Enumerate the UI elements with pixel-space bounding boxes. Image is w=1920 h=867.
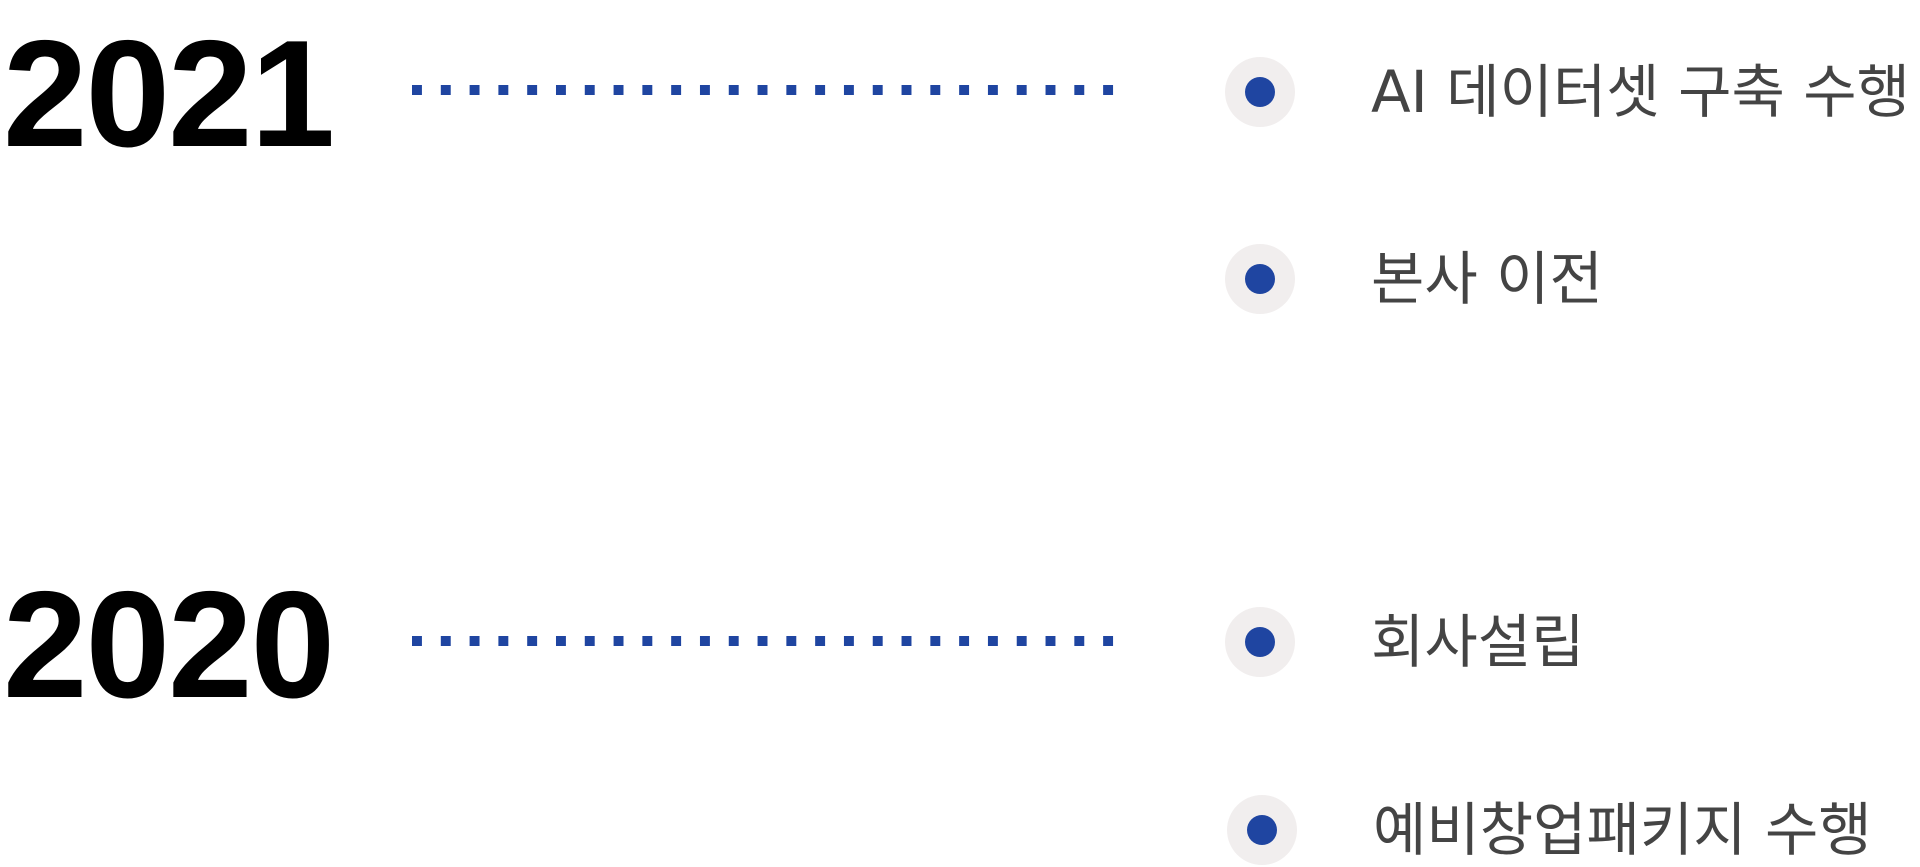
year-2021-heading: 2021 — [3, 9, 335, 179]
bullet-dot — [1245, 264, 1275, 294]
dotted-connector-2020 — [412, 636, 1114, 646]
timeline-event-ai-dataset: AI 데이터셋 구축 수행 — [1225, 57, 1910, 127]
year-2020-heading: 2020 — [3, 560, 335, 730]
event-label: 본사 이전 — [1371, 245, 1603, 313]
bullet-circle-icon — [1225, 57, 1295, 127]
event-label: AI 데이터셋 구축 수행 — [1371, 58, 1910, 126]
timeline-event-startup-package: 예비창업패키지 수행 — [1227, 795, 1872, 865]
dotted-connector-2021 — [412, 85, 1114, 95]
timeline-event-founding: 회사설립 — [1225, 607, 1584, 677]
timeline-event-hq-relocation: 본사 이전 — [1225, 244, 1603, 314]
event-label: 예비창업패키지 수행 — [1373, 796, 1872, 864]
bullet-dot — [1247, 815, 1277, 845]
event-label: 회사설립 — [1371, 608, 1585, 676]
bullet-circle-icon — [1225, 244, 1295, 314]
bullet-circle-icon — [1225, 607, 1295, 677]
bullet-dot — [1245, 77, 1275, 107]
bullet-dot — [1245, 627, 1275, 657]
bullet-circle-icon — [1227, 795, 1297, 865]
